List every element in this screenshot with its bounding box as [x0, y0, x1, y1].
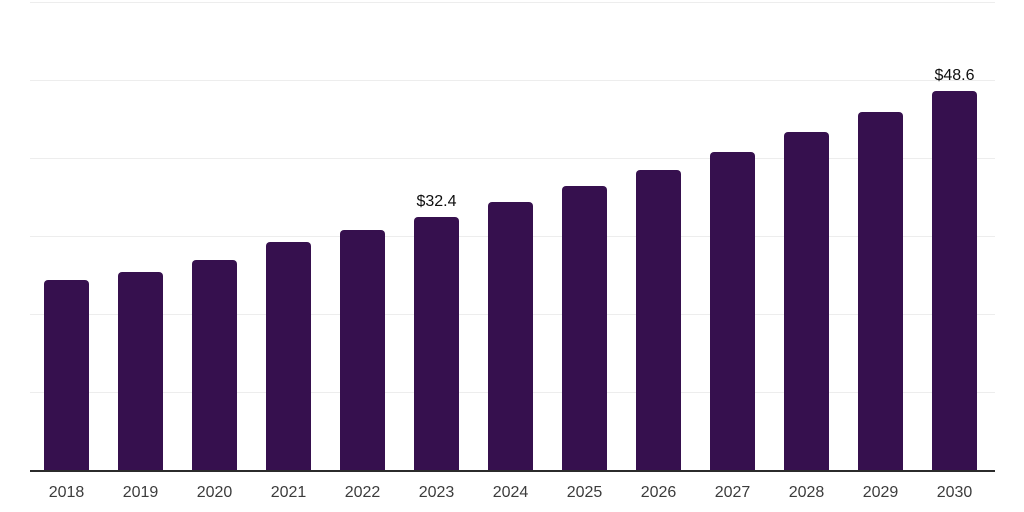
bar-2026	[636, 169, 681, 470]
bar-2018	[44, 279, 89, 470]
x-tick-label-2024: 2024	[492, 484, 529, 501]
bar-2029	[858, 111, 903, 470]
x-tick-label-2030: 2030	[936, 484, 973, 501]
bar-2025	[562, 186, 607, 470]
bar-value-label-2023: $32.4	[416, 193, 457, 211]
bar-2028	[784, 132, 829, 470]
gridline	[30, 80, 995, 81]
x-tick-label-2029: 2029	[862, 484, 899, 501]
x-tick-label-2021: 2021	[270, 484, 307, 501]
x-tick-label-2028: 2028	[788, 484, 825, 501]
plot-area: $32.4 $48.6	[30, 2, 995, 472]
x-tick-label-2025: 2025	[566, 484, 603, 501]
bar-2027	[710, 151, 755, 470]
x-tick-label-2018: 2018	[48, 484, 85, 501]
bar-2030	[932, 90, 977, 470]
x-axis-line	[30, 470, 995, 472]
x-tick-label-2026: 2026	[640, 484, 677, 501]
gridline	[30, 2, 995, 3]
bar-value-label-2030: $48.6	[934, 66, 975, 84]
x-tick-label-2020: 2020	[196, 484, 233, 501]
bar-2022	[340, 229, 385, 470]
bar-2020	[192, 260, 237, 470]
x-axis-tick-labels: 2018 2019 2020 2021 2022 2023 2024 2025 2026 2027…	[30, 470, 995, 512]
x-tick-label-2023: 2023	[418, 484, 455, 501]
bar-2019	[118, 271, 163, 470]
gridline	[30, 158, 995, 159]
bar-2024	[488, 202, 533, 470]
x-tick-label-2022: 2022	[344, 484, 381, 501]
bar-2021	[266, 242, 311, 470]
x-tick-label-2019: 2019	[122, 484, 159, 501]
x-tick-label-2027: 2027	[714, 484, 751, 501]
bar-2023	[414, 217, 459, 470]
